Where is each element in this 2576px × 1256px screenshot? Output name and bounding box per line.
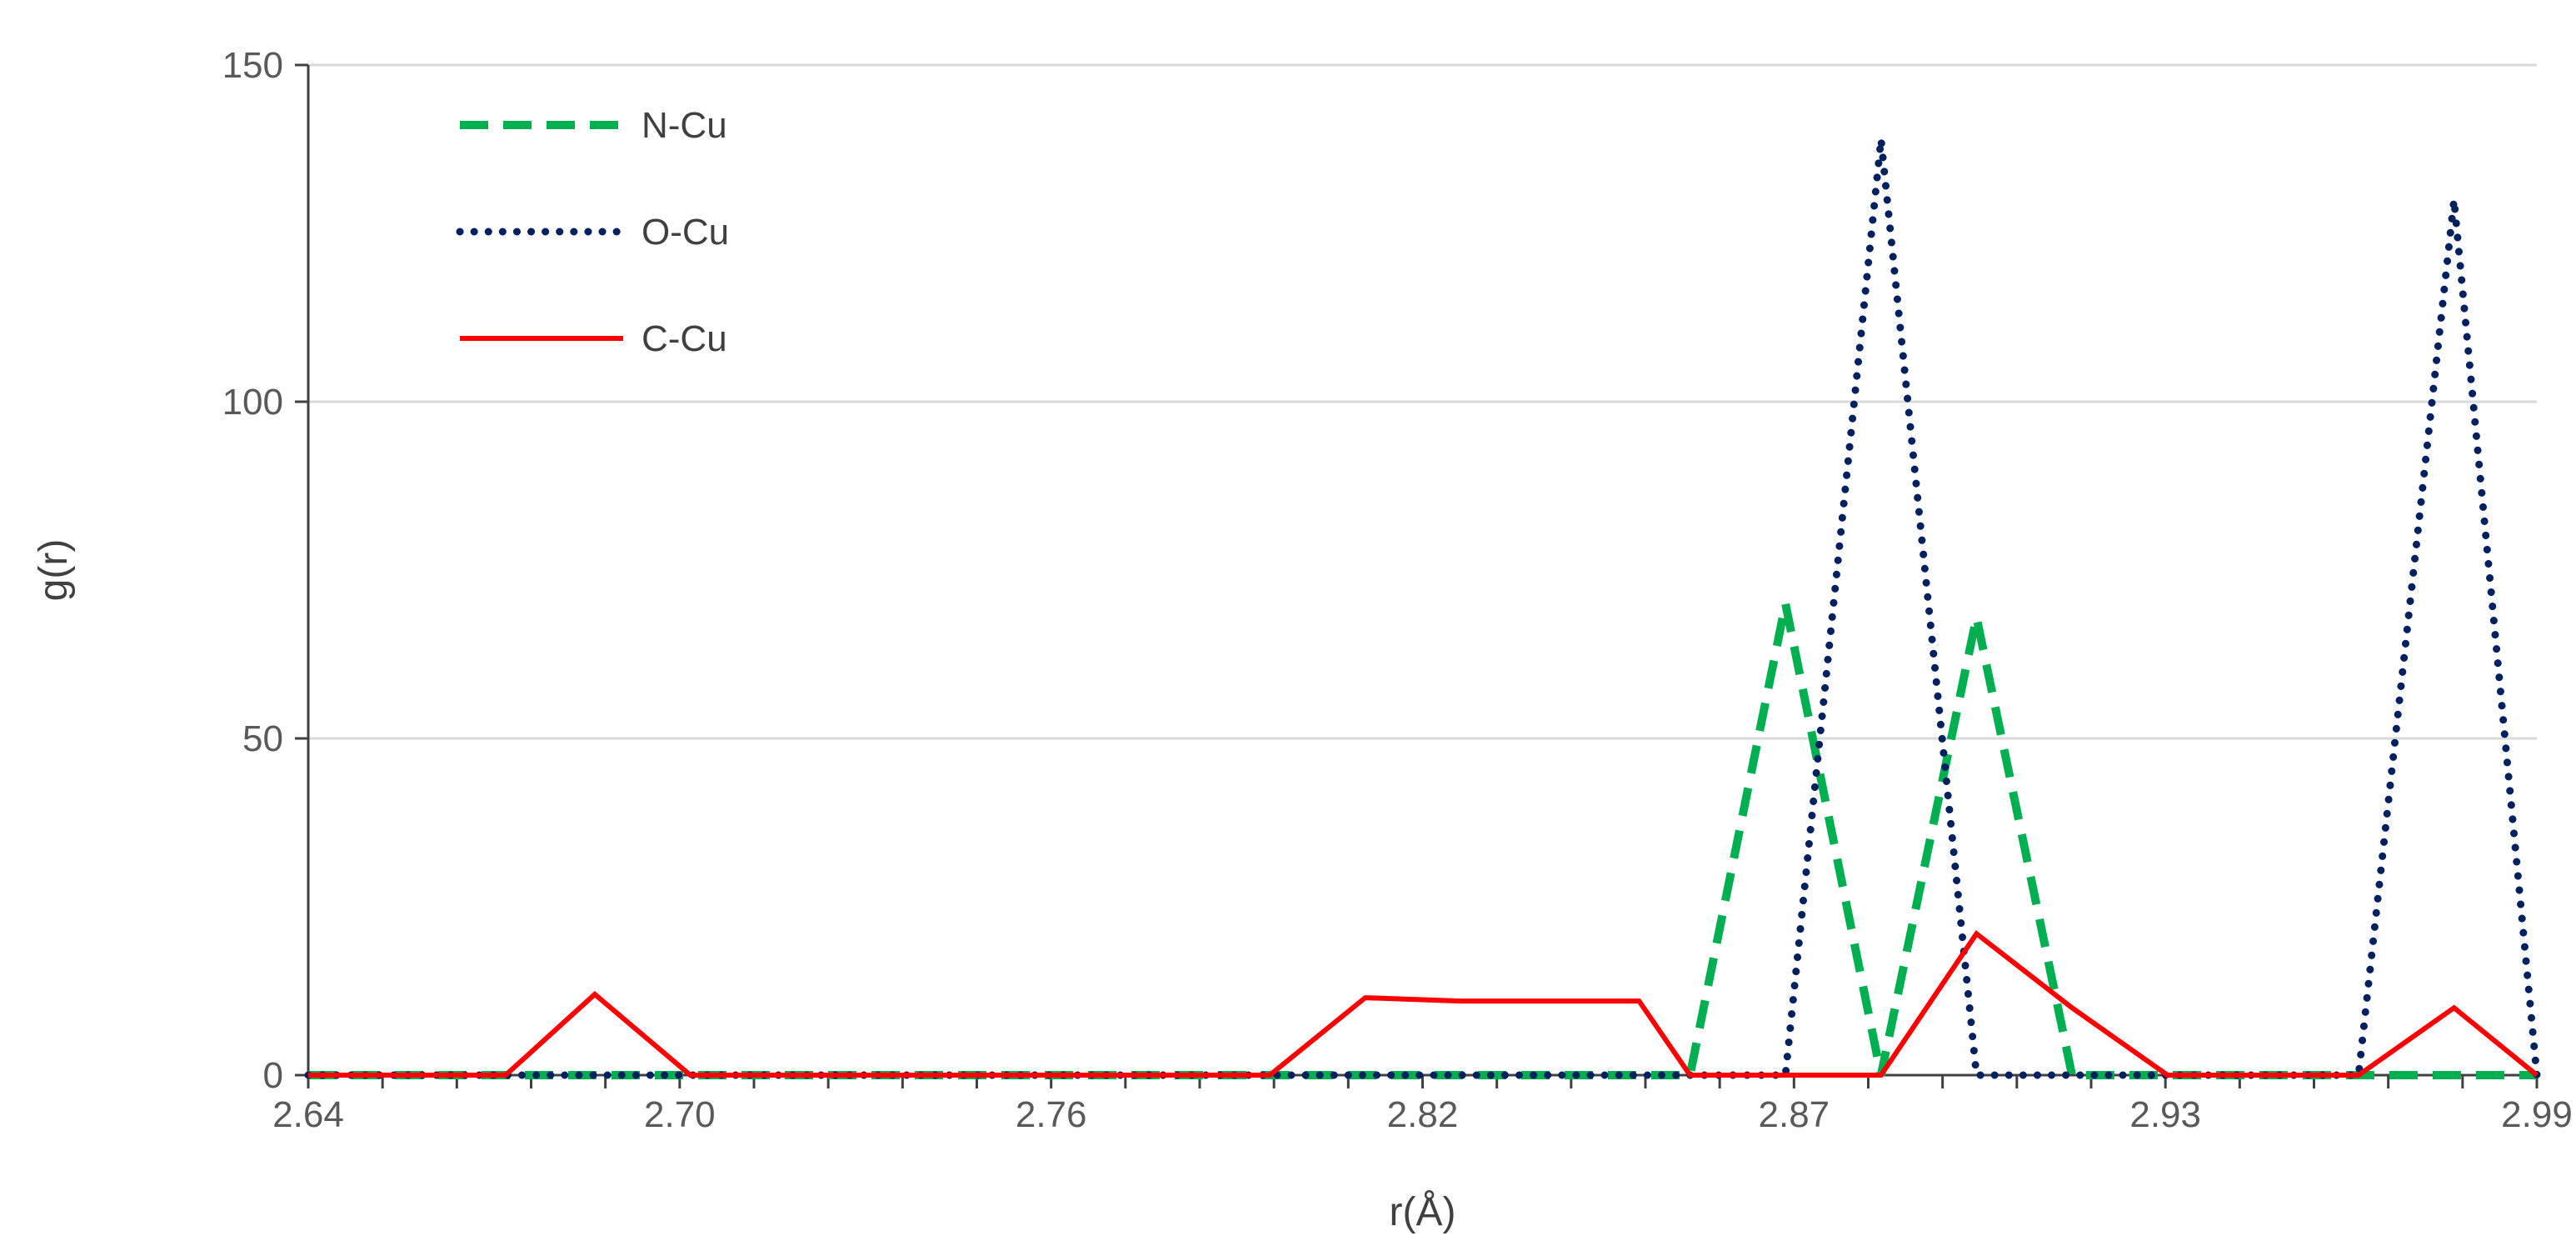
axes [295, 63, 2539, 1088]
x-tick-label: 2.70 [644, 1094, 716, 1135]
y-tick-label: 150 [222, 45, 283, 86]
y-tick-label: 100 [222, 382, 283, 423]
series-layer [304, 138, 2541, 1079]
legend-label: O-Cu [642, 212, 729, 253]
y-tick-label: 0 [263, 1055, 283, 1096]
series-line-o-cu [304, 138, 2541, 1079]
x-tick-label: 2.82 [1387, 1094, 1459, 1135]
x-tick-label: 2.64 [272, 1094, 344, 1135]
x-tick-label: 2.93 [2129, 1094, 2201, 1135]
series-line-c-cu [308, 929, 2539, 1078]
gridlines [308, 63, 2537, 740]
legend-label: N-Cu [642, 105, 727, 146]
legend: N-Cu O-Cu C-Cu [456, 105, 729, 359]
series-line-n-cu [308, 603, 2537, 1079]
x-tick-label: 2.76 [1016, 1094, 1087, 1135]
y-axis-title: g(r) [32, 539, 76, 602]
x-tick-label: 2.87 [1759, 1094, 1830, 1135]
x-axis-title: r(Å) [1390, 1190, 1456, 1234]
legend-label: C-Cu [642, 318, 727, 359]
tick-labels: 0 50 100 150 2.64 2.70 2.76 2.82 2.87 2.93 2.99 [222, 45, 2573, 1135]
x-tick-label: 2.99 [2501, 1094, 2573, 1135]
y-tick-label: 50 [242, 718, 283, 759]
